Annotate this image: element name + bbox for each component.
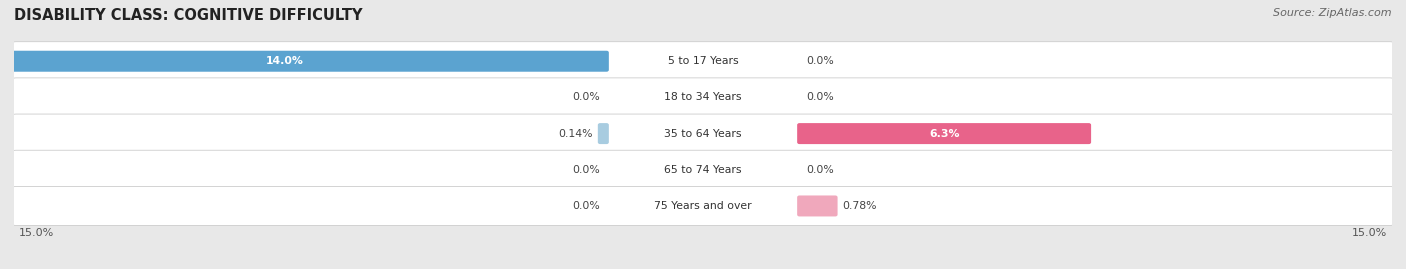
- Text: 15.0%: 15.0%: [1353, 228, 1388, 238]
- Text: Source: ZipAtlas.com: Source: ZipAtlas.com: [1274, 8, 1392, 18]
- Text: 0.0%: 0.0%: [572, 201, 599, 211]
- FancyBboxPatch shape: [0, 51, 609, 72]
- Text: 0.0%: 0.0%: [572, 93, 599, 102]
- FancyBboxPatch shape: [10, 186, 1396, 225]
- Text: 0.0%: 0.0%: [807, 56, 834, 66]
- FancyBboxPatch shape: [598, 123, 609, 144]
- Text: 65 to 74 Years: 65 to 74 Years: [664, 165, 742, 175]
- FancyBboxPatch shape: [797, 196, 838, 217]
- Text: 15.0%: 15.0%: [18, 228, 53, 238]
- FancyBboxPatch shape: [10, 42, 1396, 81]
- Text: 0.0%: 0.0%: [572, 165, 599, 175]
- Text: 0.78%: 0.78%: [842, 201, 877, 211]
- Text: 0.0%: 0.0%: [807, 93, 834, 102]
- Text: 0.14%: 0.14%: [558, 129, 593, 139]
- Text: 35 to 64 Years: 35 to 64 Years: [664, 129, 742, 139]
- Text: 0.0%: 0.0%: [807, 165, 834, 175]
- Text: 6.3%: 6.3%: [929, 129, 959, 139]
- FancyBboxPatch shape: [10, 114, 1396, 153]
- FancyBboxPatch shape: [10, 150, 1396, 189]
- Text: 75 Years and over: 75 Years and over: [654, 201, 752, 211]
- Text: 5 to 17 Years: 5 to 17 Years: [668, 56, 738, 66]
- FancyBboxPatch shape: [797, 123, 1091, 144]
- FancyBboxPatch shape: [10, 78, 1396, 117]
- Text: 18 to 34 Years: 18 to 34 Years: [664, 93, 742, 102]
- Text: DISABILITY CLASS: COGNITIVE DIFFICULTY: DISABILITY CLASS: COGNITIVE DIFFICULTY: [14, 8, 363, 23]
- Text: 14.0%: 14.0%: [266, 56, 304, 66]
